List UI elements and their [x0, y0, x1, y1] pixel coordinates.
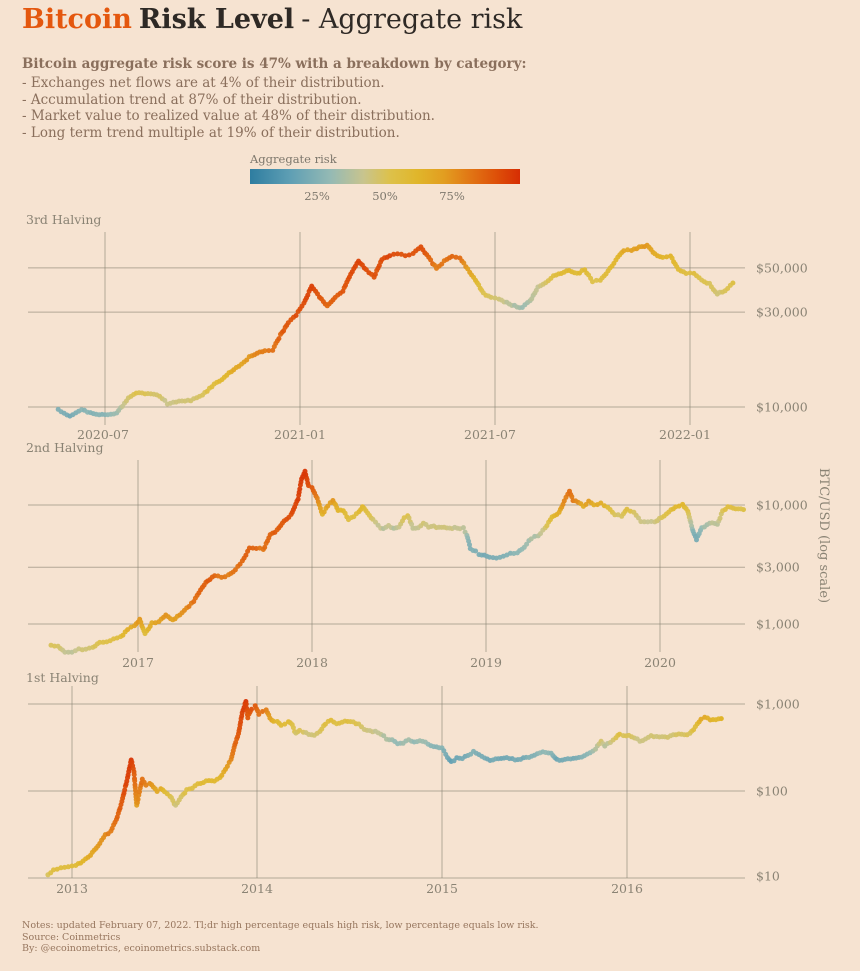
summary-bullet-accumulation: - Accumulation trend at 87% of their dis… [22, 91, 362, 108]
risk-colorbar [250, 169, 520, 184]
note-author: By: @ecoinometrics, ecoinometrics.substa… [22, 943, 261, 954]
panel-label-2nd-halving: 2nd Halving [26, 440, 104, 455]
xtick-2017: 2017 [122, 655, 154, 670]
xtick-2022-01: 2022-01 [659, 427, 711, 442]
note-updated: Notes: updated February 07, 2022. Tl;dr … [22, 920, 539, 931]
xtick-2018: 2018 [296, 655, 328, 670]
xtick-2019: 2019 [470, 655, 502, 670]
panel-label-1st-halving: 1st Halving [26, 670, 99, 685]
summary-bullet-ltt: - Long term trend multiple at 19% of the… [22, 124, 400, 141]
ylab-3000: $3,000 [756, 559, 800, 575]
page-title: Bitcoin Risk Level - Aggregate risk [22, 4, 529, 35]
note-source: Source: Coinmetrics [22, 931, 121, 943]
summary-lead: Bitcoin aggregate risk score is 47% with… [22, 56, 527, 72]
ylab-1000-p3: $1,000 [756, 696, 800, 712]
summary-bullets: - Exchanges net flows are at 4% of their… [22, 75, 435, 141]
legend-tick-25: 25% [304, 189, 330, 203]
y-axis-title: BTC/USD (log scale) [816, 468, 831, 604]
legend-title: Aggregate risk [250, 152, 337, 166]
xtick-2013: 2013 [56, 881, 88, 896]
ylab-10: $10 [756, 868, 780, 884]
xtick-2021-01: 2021-01 [274, 427, 326, 442]
xtick-2021-07: 2021-07 [464, 427, 516, 442]
ylab-10000-p2: $10,000 [756, 497, 808, 513]
legend-tick-75: 75% [439, 189, 465, 203]
legend-tick-50: 50% [372, 189, 398, 203]
title-brand: Bitcoin [22, 4, 132, 35]
xtick-2016: 2016 [611, 881, 643, 896]
summary-bullet-mvrv: - Market value to realized value at 48% … [22, 108, 435, 124]
ylab-30000: $30,000 [756, 304, 808, 320]
ylab-1000-p2: $1,000 [756, 616, 800, 632]
xtick-2020-07: 2020-07 [77, 427, 129, 442]
panel-label-3rd-halving: 3rd Halving [26, 212, 102, 227]
ylab-50000: $50,000 [756, 260, 808, 276]
title-suffix: - Aggregate risk [301, 4, 523, 35]
summary-bullet-exchanges: - Exchanges net flows are at 4% of their… [22, 75, 385, 91]
xtick-2014: 2014 [241, 881, 273, 896]
xtick-2015: 2015 [426, 881, 458, 896]
ylab-100: $100 [756, 783, 788, 799]
ylab-10000-p1: $10,000 [756, 399, 808, 415]
xtick-2020: 2020 [644, 655, 676, 670]
footer-notes: Notes: updated February 07, 2022. Tl;dr … [22, 920, 539, 955]
title-main: Risk Level [138, 4, 295, 35]
